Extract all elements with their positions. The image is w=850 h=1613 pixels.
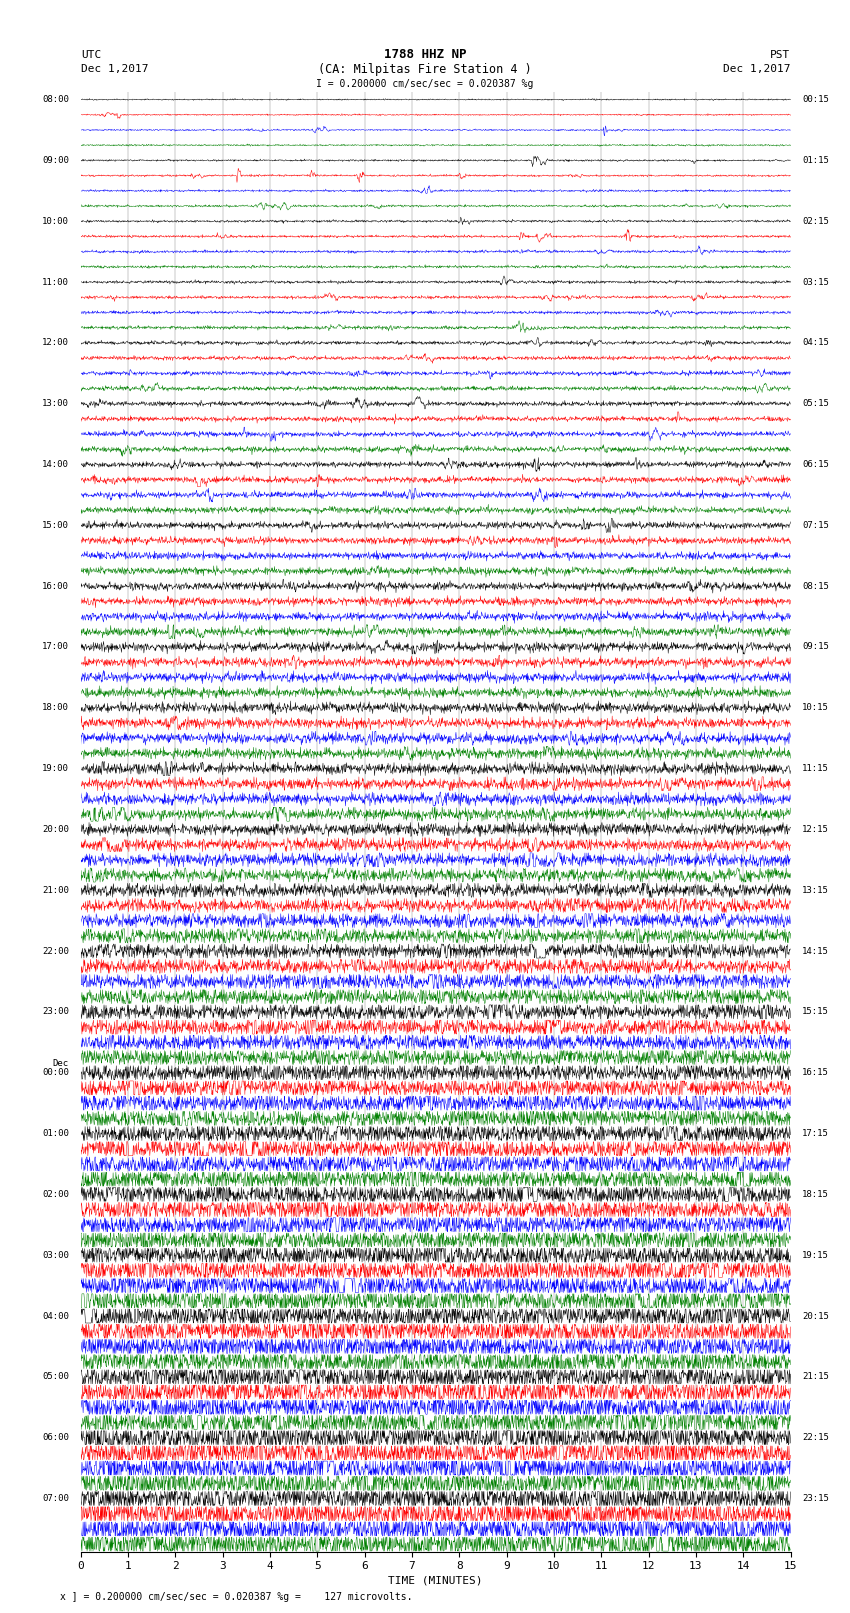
Text: 14:00: 14:00	[42, 460, 69, 469]
Text: 1788 HHZ NP: 1788 HHZ NP	[383, 48, 467, 61]
Text: x ] = 0.200000 cm/sec/sec = 0.020387 %g =    127 microvolts.: x ] = 0.200000 cm/sec/sec = 0.020387 %g …	[60, 1592, 412, 1602]
Text: 17:15: 17:15	[802, 1129, 830, 1139]
Text: 10:15: 10:15	[802, 703, 830, 713]
Text: 12:00: 12:00	[42, 339, 69, 347]
Text: 08:15: 08:15	[802, 582, 830, 590]
Text: 01:00: 01:00	[42, 1129, 69, 1139]
Text: 02:15: 02:15	[802, 216, 830, 226]
Text: 12:15: 12:15	[802, 824, 830, 834]
Text: Dec: Dec	[53, 1060, 69, 1068]
Text: 18:15: 18:15	[802, 1190, 830, 1198]
Text: 16:15: 16:15	[802, 1068, 830, 1077]
Text: 04:15: 04:15	[802, 339, 830, 347]
Text: 16:00: 16:00	[42, 582, 69, 590]
Text: I = 0.200000 cm/sec/sec = 0.020387 %g: I = 0.200000 cm/sec/sec = 0.020387 %g	[316, 79, 534, 89]
Text: 22:15: 22:15	[802, 1434, 830, 1442]
Text: PST: PST	[770, 50, 790, 60]
Text: 07:00: 07:00	[42, 1494, 69, 1503]
Text: 06:15: 06:15	[802, 460, 830, 469]
Text: 09:00: 09:00	[42, 156, 69, 165]
Text: 00:00: 00:00	[42, 1068, 69, 1077]
Text: 21:00: 21:00	[42, 886, 69, 895]
Text: 17:00: 17:00	[42, 642, 69, 652]
Text: 03:00: 03:00	[42, 1250, 69, 1260]
Text: 10:00: 10:00	[42, 216, 69, 226]
Text: 13:15: 13:15	[802, 886, 830, 895]
Text: 05:15: 05:15	[802, 398, 830, 408]
Text: 18:00: 18:00	[42, 703, 69, 713]
Text: 14:15: 14:15	[802, 947, 830, 955]
Text: 21:15: 21:15	[802, 1373, 830, 1381]
Text: 15:00: 15:00	[42, 521, 69, 529]
Text: 11:15: 11:15	[802, 765, 830, 773]
X-axis label: TIME (MINUTES): TIME (MINUTES)	[388, 1576, 483, 1586]
Text: 07:15: 07:15	[802, 521, 830, 529]
Text: 00:15: 00:15	[802, 95, 830, 105]
Text: 20:15: 20:15	[802, 1311, 830, 1321]
Text: 22:00: 22:00	[42, 947, 69, 955]
Text: 13:00: 13:00	[42, 398, 69, 408]
Text: 19:00: 19:00	[42, 765, 69, 773]
Text: 09:15: 09:15	[802, 642, 830, 652]
Text: 01:15: 01:15	[802, 156, 830, 165]
Text: 06:00: 06:00	[42, 1434, 69, 1442]
Text: Dec 1,2017: Dec 1,2017	[81, 65, 148, 74]
Text: 15:15: 15:15	[802, 1008, 830, 1016]
Text: 04:00: 04:00	[42, 1311, 69, 1321]
Text: 23:00: 23:00	[42, 1008, 69, 1016]
Text: 08:00: 08:00	[42, 95, 69, 105]
Text: Dec 1,2017: Dec 1,2017	[723, 65, 791, 74]
Text: UTC: UTC	[81, 50, 101, 60]
Text: 02:00: 02:00	[42, 1190, 69, 1198]
Text: (CA: Milpitas Fire Station 4 ): (CA: Milpitas Fire Station 4 )	[318, 63, 532, 76]
Text: 23:15: 23:15	[802, 1494, 830, 1503]
Text: 11:00: 11:00	[42, 277, 69, 287]
Text: 05:00: 05:00	[42, 1373, 69, 1381]
Text: 03:15: 03:15	[802, 277, 830, 287]
Text: 19:15: 19:15	[802, 1250, 830, 1260]
Text: 20:00: 20:00	[42, 824, 69, 834]
